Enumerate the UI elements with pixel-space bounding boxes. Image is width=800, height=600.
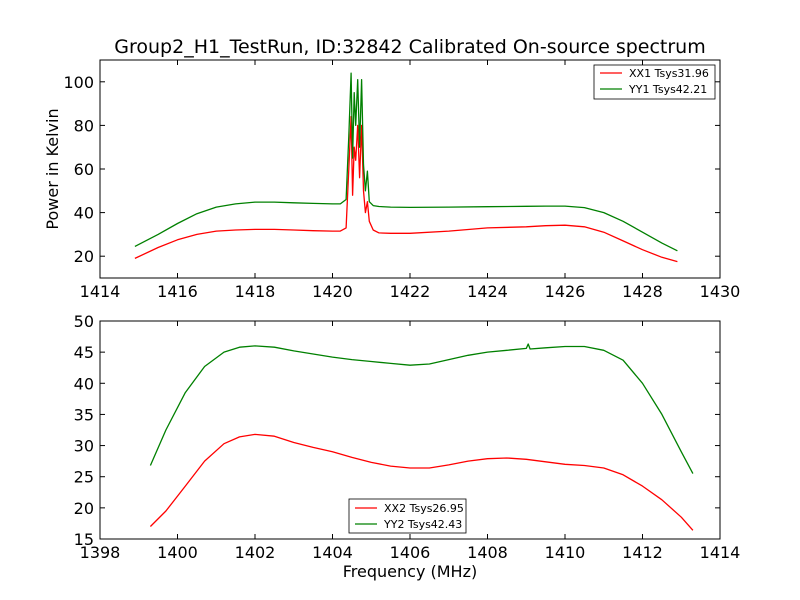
top-x-tick-label: 1420 bbox=[312, 282, 353, 301]
bottom-chart-legend-box bbox=[348, 498, 467, 534]
bottom-y-tick-label: 45 bbox=[74, 343, 94, 362]
bottom-y-tick-label: 40 bbox=[74, 374, 94, 393]
bottom-x-tick-label: 1404 bbox=[312, 543, 353, 562]
top-x-tick-label: 1418 bbox=[235, 282, 276, 301]
top-x-tick-label: 1414 bbox=[80, 282, 121, 301]
bottom-y-tick-label: 50 bbox=[74, 312, 94, 331]
bottom-chart-plot-area: 1398 1400 1402 1404 1406 1408 1410 1412 1414 15 20… bbox=[74, 312, 741, 562]
top-legend-xx1-label: XX1 Tsys31.96 bbox=[629, 67, 709, 80]
top-legend-yy1-label: YY1 Tsys42.21 bbox=[628, 83, 707, 96]
bottom-chart: Frequency (MHz) 1398 1400 1402 1404 1406 1408… bbox=[74, 312, 741, 581]
bottom-y-tick-label: 35 bbox=[74, 405, 94, 424]
top-x-tick-label: 1424 bbox=[467, 282, 508, 301]
top-y-tick-label: 60 bbox=[74, 160, 94, 179]
top-chart: Group2_H1_TestRun, ID:32842 Calibrated O… bbox=[43, 36, 740, 301]
top-chart-legend-box bbox=[593, 64, 716, 100]
top-y-tick-label: 20 bbox=[74, 247, 94, 266]
bottom-y-tick-label: 15 bbox=[74, 530, 94, 549]
bottom-chart-legend: XX2 Tsys26.95 YY2 Tsys42.43 bbox=[348, 498, 467, 534]
bottom-x-tick-label: 1400 bbox=[157, 543, 198, 562]
bottom-x-tick-label: 1408 bbox=[467, 543, 508, 562]
top-x-tick-label: 1416 bbox=[157, 282, 198, 301]
top-chart-title: Group2_H1_TestRun, ID:32842 Calibrated O… bbox=[114, 36, 705, 58]
bottom-x-tick-label: 1414 bbox=[700, 543, 741, 562]
bottom-x-tick-label: 1406 bbox=[390, 543, 431, 562]
top-series-line-1 bbox=[134, 72, 678, 252]
bottom-legend-yy2-label: YY2 Tsys42.43 bbox=[383, 518, 462, 531]
bottom-x-tick-label: 1410 bbox=[545, 543, 586, 562]
bottom-chart-frame bbox=[99, 320, 721, 540]
top-x-tick-label: 1430 bbox=[700, 282, 741, 301]
top-x-tick-label: 1426 bbox=[545, 282, 586, 301]
top-y-tick-label: 40 bbox=[74, 204, 94, 223]
bottom-x-tick-label: 1412 bbox=[622, 543, 663, 562]
top-chart-ylabel: Power in Kelvin bbox=[43, 108, 62, 229]
top-chart-plot-area: 1414 1416 1418 1420 1422 1424 1426 1428 1430 20 40… bbox=[63, 59, 741, 301]
bottom-x-tick-label: 1398 bbox=[80, 543, 121, 562]
top-chart-frame bbox=[99, 59, 721, 279]
bottom-x-tick-label: 1402 bbox=[235, 543, 276, 562]
top-x-tick-label: 1428 bbox=[622, 282, 663, 301]
bottom-legend-xx2-label: XX2 Tsys26.95 bbox=[384, 502, 464, 515]
bottom-y-tick-label: 30 bbox=[74, 437, 94, 456]
bottom-y-tick-label: 20 bbox=[74, 499, 94, 518]
bottom-y-tick-label: 25 bbox=[74, 468, 94, 487]
top-chart-legend: XX1 Tsys31.96 YY1 Tsys42.21 bbox=[593, 64, 716, 100]
bottom-series-line-1 bbox=[149, 343, 694, 474]
top-y-tick-label: 100 bbox=[63, 73, 94, 92]
bottom-series-line-0 bbox=[149, 433, 694, 531]
top-series-line-0 bbox=[134, 116, 678, 263]
bottom-chart-xlabel: Frequency (MHz) bbox=[343, 562, 477, 581]
top-x-tick-label: 1422 bbox=[390, 282, 431, 301]
top-y-tick-label: 80 bbox=[74, 116, 94, 135]
